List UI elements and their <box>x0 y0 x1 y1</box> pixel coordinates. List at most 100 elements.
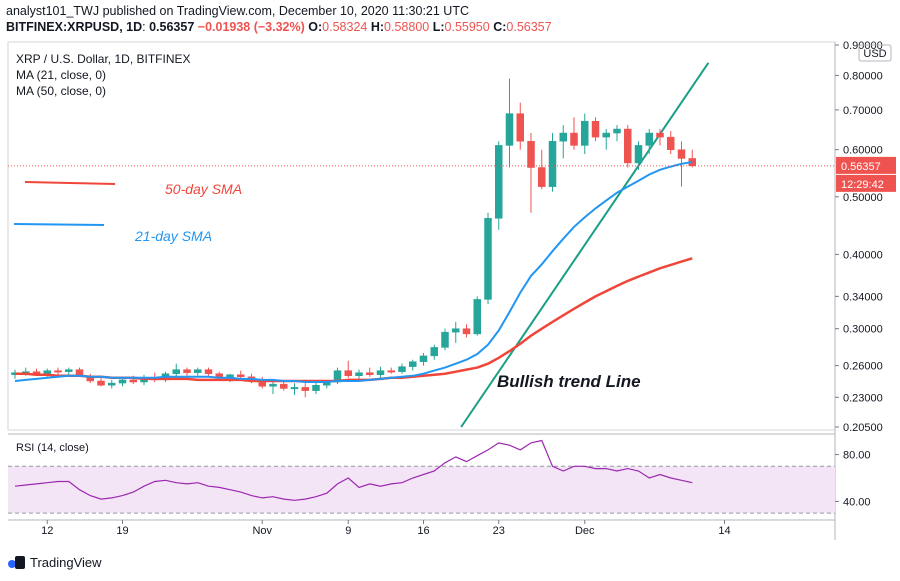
candle-up <box>452 328 460 333</box>
time-tick-label: 14 <box>718 525 730 537</box>
rsi-tick-label: 40.00 <box>843 496 871 508</box>
candle-up <box>505 113 514 146</box>
candle-up <box>290 387 299 390</box>
time-tick-label: 23 <box>493 525 505 537</box>
price-tick-label: 0.40000 <box>843 249 883 261</box>
candle-down <box>97 380 105 386</box>
trend-annotation: Bullish trend Line <box>497 372 641 391</box>
candle-up <box>473 299 481 335</box>
price-tick-label: 0.90000 <box>843 40 883 52</box>
candle-down <box>570 132 578 146</box>
candle-down <box>301 387 309 391</box>
candle-down <box>538 167 546 187</box>
price-tick-label: 0.70000 <box>843 105 883 117</box>
candle-down <box>677 149 686 159</box>
low-label: L: <box>432 20 445 34</box>
open-value: 0.58324 <box>322 20 368 34</box>
candle-down <box>527 140 535 168</box>
candle-down <box>54 370 62 373</box>
bullish-trend-line <box>460 62 710 428</box>
ma50-line <box>15 257 693 383</box>
candle-up <box>269 383 277 387</box>
candle-up <box>495 145 503 219</box>
price-tick-label: 0.80000 <box>843 70 883 82</box>
price-tick-label: 0.50000 <box>843 192 883 204</box>
chart-header: analyst101_TWJ published on TradingView.… <box>6 3 552 35</box>
countdown-badge <box>836 174 896 192</box>
candle-down <box>624 128 632 164</box>
sma21-annotation: 21-day SMA <box>134 228 212 244</box>
tradingview-icon <box>8 555 26 570</box>
time-tick-label: Nov <box>252 525 272 537</box>
time-tick-label: 12 <box>41 525 53 537</box>
candle-up <box>430 347 438 357</box>
rsi-title: RSI (14, close) <box>16 442 89 454</box>
open-label: O: <box>308 20 323 34</box>
candle-up <box>634 145 643 164</box>
ohlc-line: BITFINEX:XRPUSD, 1D: 0.56357 −0.01938 (−… <box>6 20 552 34</box>
time-tick-label: Dec <box>575 525 595 537</box>
chart-title[interactable]: XRP / U.S. Dollar, 1D, BITFINEX <box>16 52 191 66</box>
sma21-sample-line <box>13 223 105 226</box>
countdown-label: 12:29:42 <box>841 179 884 191</box>
ma21-line <box>14 161 693 383</box>
candle-up <box>355 372 363 377</box>
high-label: H: <box>370 20 385 34</box>
candle-up <box>559 132 567 142</box>
tradingview-logo[interactable]: TradingView <box>8 555 102 570</box>
publish-line: analyst101_TWJ published on TradingView.… <box>6 4 469 18</box>
candle-up <box>312 384 320 391</box>
candle-up <box>376 370 385 375</box>
candle-up <box>645 132 653 146</box>
candle-up <box>441 331 449 348</box>
tradingview-label: TradingView <box>30 555 102 570</box>
price-tick-label: 0.60000 <box>843 145 883 157</box>
low-value: 0.55950 <box>444 20 490 34</box>
legend-block: XRP / U.S. Dollar, 1D, BITFINEX MA (21, … <box>16 51 191 99</box>
candle-down <box>656 132 664 138</box>
candle-up <box>409 361 417 367</box>
candle-up <box>602 132 610 138</box>
candle-up <box>43 370 51 374</box>
price-tick-label: 0.20500 <box>843 422 883 434</box>
ma50-legend[interactable]: MA (50, close, 0) <box>16 84 107 98</box>
candle-up <box>419 355 428 362</box>
symbol-label: BITFINEX:XRPUSD, 1D <box>6 20 143 34</box>
rsi-band <box>8 466 835 514</box>
time-tick-label: 16 <box>417 525 429 537</box>
candle-up <box>548 140 557 187</box>
candle-up <box>65 369 73 372</box>
rsi-tick-label: 80.00 <box>843 450 871 462</box>
sma50-sample-line <box>24 181 116 185</box>
close-label: C: <box>493 20 507 34</box>
candle-up <box>398 366 406 372</box>
candle-down <box>387 370 395 373</box>
time-tick-label: 9 <box>345 525 351 537</box>
candle-up <box>613 128 621 134</box>
close-value: 0.56357 <box>506 20 552 34</box>
candle-down <box>366 372 374 375</box>
candle-up <box>484 218 492 300</box>
candle-down <box>516 113 524 142</box>
price-tick-label: 0.26000 <box>843 361 883 373</box>
sma50-annotation: 50-day SMA <box>165 181 242 197</box>
candle-down <box>237 374 245 378</box>
price-pane-frame <box>7 41 836 431</box>
candle-up <box>581 120 589 146</box>
candle-down <box>344 370 352 377</box>
candle-up <box>194 369 202 373</box>
candle-down <box>462 328 471 335</box>
candle-down <box>591 120 600 138</box>
currency-box <box>858 44 892 62</box>
last-price-label: 0.56357 <box>841 161 881 173</box>
change-value: −0.01938 (−3.32%) <box>197 20 305 34</box>
price-tick-label: 0.23000 <box>843 392 883 404</box>
candle-down <box>183 369 191 373</box>
candle-up <box>118 379 127 384</box>
candle-down <box>204 369 213 374</box>
ma21-legend[interactable]: MA (21, close, 0) <box>16 68 107 82</box>
candle-down <box>667 136 675 150</box>
candle-down <box>280 383 288 389</box>
rsi-line <box>14 439 693 501</box>
